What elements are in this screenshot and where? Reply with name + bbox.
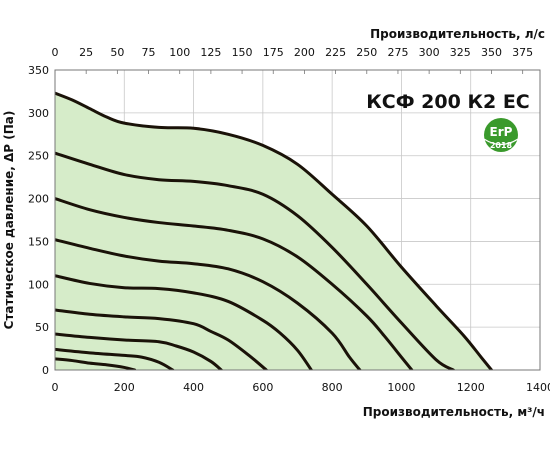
- x-tick-label: 800: [322, 381, 343, 394]
- x-tick-label: 400: [183, 381, 204, 394]
- x-axis-title: Производительность, м³/ч: [363, 405, 545, 419]
- x2-tick-label: 125: [200, 46, 221, 59]
- erp-badge-swoosh: [483, 138, 519, 146]
- performance-curve: [55, 274, 313, 370]
- y-tick-label: 0: [42, 364, 49, 377]
- x2-tick-label: 325: [450, 46, 471, 59]
- y-tick-label: 300: [28, 107, 49, 120]
- x-tick-label: 200: [114, 381, 135, 394]
- chart-title: КСФ 200 К2 ЕС: [366, 91, 530, 113]
- x2-tick-label: 100: [169, 46, 190, 59]
- erp-badge-label: ErP: [490, 125, 513, 139]
- erp-badge: ErP 2018: [483, 118, 519, 152]
- x2-tick-label: 250: [356, 46, 377, 59]
- x2-tick-label: 375: [512, 46, 533, 59]
- y-tick-label: 200: [28, 193, 49, 206]
- y-tick-label: 350: [28, 64, 49, 77]
- plot-frame: [54, 69, 541, 371]
- erp-badge-year: 2018: [490, 141, 513, 150]
- x2-tick-label: 0: [52, 46, 59, 59]
- y-tick-label: 100: [28, 278, 49, 291]
- curve-layer: [55, 91, 493, 370]
- x2-tick-label: 300: [419, 46, 440, 59]
- x-tick-label: 1200: [457, 381, 485, 394]
- performance-curve: [55, 151, 455, 370]
- x2-tick-label: 350: [481, 46, 502, 59]
- performance-curve: [55, 238, 362, 370]
- performance-curve: [55, 347, 175, 370]
- x-tick-label: 0: [52, 381, 59, 394]
- x2-tick-label: 150: [232, 46, 253, 59]
- x2-axis-title: Производительность, л/с: [370, 27, 545, 41]
- y-tick-label: 150: [28, 235, 49, 248]
- y-axis-title: Статическое давление, ΔP (Па): [2, 111, 16, 330]
- performance-curve: [55, 332, 223, 370]
- y-tick-label: 50: [35, 321, 49, 334]
- x2-tick-label: 25: [79, 46, 93, 59]
- x2-tick-label: 175: [263, 46, 284, 59]
- x2-tick-label: 75: [142, 46, 156, 59]
- performance-curve: [55, 91, 493, 370]
- x2-tick-label: 50: [110, 46, 124, 59]
- x-tick-label: 1000: [387, 381, 415, 394]
- performance-curve: [55, 357, 137, 370]
- x2-tick-label: 275: [387, 46, 408, 59]
- x-tick-label: 600: [252, 381, 273, 394]
- x2-tick-label: 225: [325, 46, 346, 59]
- x2-tick-label: 200: [294, 46, 315, 59]
- performance-curve: [55, 308, 268, 370]
- y-tick-label: 250: [28, 150, 49, 163]
- performance-curve: [55, 197, 414, 370]
